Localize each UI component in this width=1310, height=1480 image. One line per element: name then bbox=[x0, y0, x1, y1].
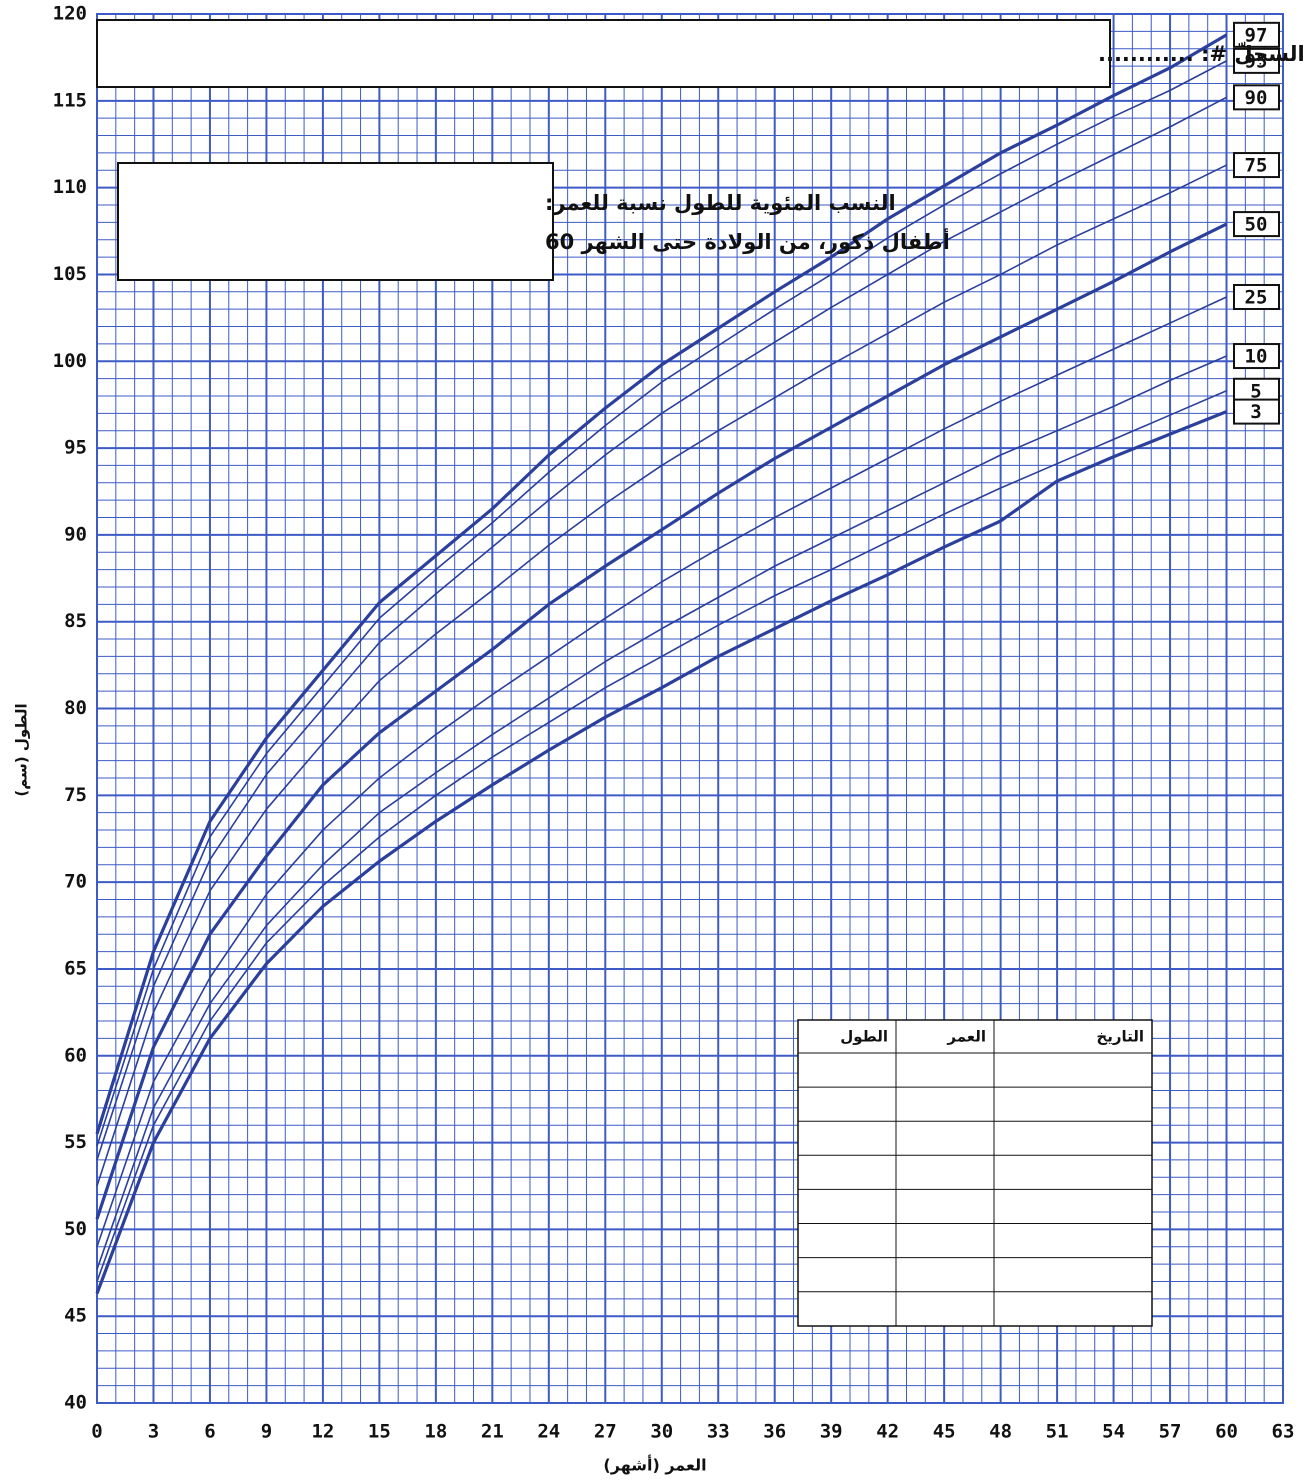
x-tick-label: 12 bbox=[311, 1421, 334, 1443]
x-tick-label: 45 bbox=[933, 1421, 956, 1443]
x-tick-label: 33 bbox=[707, 1421, 730, 1443]
x-tick-label: 54 bbox=[1102, 1421, 1125, 1443]
y-tick-label: 65 bbox=[64, 957, 87, 979]
y-tick-label: 55 bbox=[64, 1131, 87, 1153]
x-tick-label: 18 bbox=[424, 1421, 447, 1443]
record-table: الطول العمر التاريخ bbox=[798, 1020, 1152, 1326]
legend-label: 10 bbox=[1245, 346, 1268, 368]
y-tick-label: 45 bbox=[64, 1305, 87, 1327]
legend-label: 50 bbox=[1245, 214, 1268, 236]
x-tick-label: 36 bbox=[763, 1421, 786, 1443]
header-box bbox=[97, 20, 1110, 87]
x-tick-label: 24 bbox=[537, 1421, 560, 1443]
x-tick-label: 42 bbox=[876, 1421, 899, 1443]
table-frame bbox=[798, 1020, 1152, 1326]
y-tick-label: 80 bbox=[64, 697, 87, 719]
page: {"chart_data": { "type": "line", "title"… bbox=[0, 0, 1310, 1480]
y-tick-label: 110 bbox=[53, 176, 87, 198]
y-tick-label: 60 bbox=[64, 1044, 87, 1066]
chart-subtitle: أطفال ذكور، من الولادة حتى الشهر 60 bbox=[545, 227, 950, 254]
x-tick-label: 39 bbox=[820, 1421, 843, 1443]
y-tick-label: 120 bbox=[53, 3, 87, 25]
x-axis-label: العمر (أشهر) bbox=[603, 1455, 706, 1475]
table-header: العمر bbox=[946, 1028, 986, 1046]
y-tick-label: 75 bbox=[64, 784, 87, 806]
legend-label: 90 bbox=[1245, 87, 1268, 109]
x-tick-label: 30 bbox=[650, 1421, 673, 1443]
x-tick-label: 51 bbox=[1046, 1421, 1069, 1443]
x-tick-label: 21 bbox=[481, 1421, 504, 1443]
y-tick-label: 70 bbox=[64, 871, 87, 893]
x-tick-label: 6 bbox=[204, 1421, 215, 1443]
y-tick-label: 105 bbox=[53, 263, 87, 285]
x-tick-label: 3 bbox=[148, 1421, 159, 1443]
chart: 0369121518212427303336394245485154576063… bbox=[0, 0, 1310, 1480]
table-header: الطول bbox=[840, 1028, 888, 1046]
y-tick-label: 50 bbox=[64, 1218, 87, 1240]
y-tick-label: 115 bbox=[53, 89, 87, 111]
x-tick-label: 15 bbox=[368, 1421, 391, 1443]
x-tick-label: 60 bbox=[1215, 1421, 1238, 1443]
y-tick-label: 100 bbox=[53, 350, 87, 372]
y-tick-label: 95 bbox=[64, 437, 87, 459]
legend-label: 3 bbox=[1250, 401, 1261, 423]
y-tick-label: 90 bbox=[64, 523, 87, 545]
x-tick-label: 27 bbox=[594, 1421, 617, 1443]
x-tick-label: 9 bbox=[261, 1421, 272, 1443]
y-tick-label: 85 bbox=[64, 610, 87, 632]
legend-label: 25 bbox=[1245, 287, 1268, 309]
x-tick-label: 57 bbox=[1159, 1421, 1182, 1443]
y-tick-label: 40 bbox=[64, 1392, 87, 1414]
chart-title: النسب المئوية للطول نسبة للعمر: bbox=[545, 191, 896, 215]
x-tick-label: 63 bbox=[1272, 1421, 1295, 1443]
y-axis-label: الطول (سم) bbox=[13, 703, 31, 796]
header-text: الاسم: ............ تاريخ الميلاد: .....… bbox=[1098, 41, 1310, 66]
table-header: التاريخ bbox=[1096, 1028, 1144, 1046]
title-box bbox=[118, 163, 553, 280]
legend-label: 75 bbox=[1245, 155, 1268, 177]
x-tick-label: 48 bbox=[989, 1421, 1012, 1443]
x-tick-label: 0 bbox=[91, 1421, 102, 1443]
